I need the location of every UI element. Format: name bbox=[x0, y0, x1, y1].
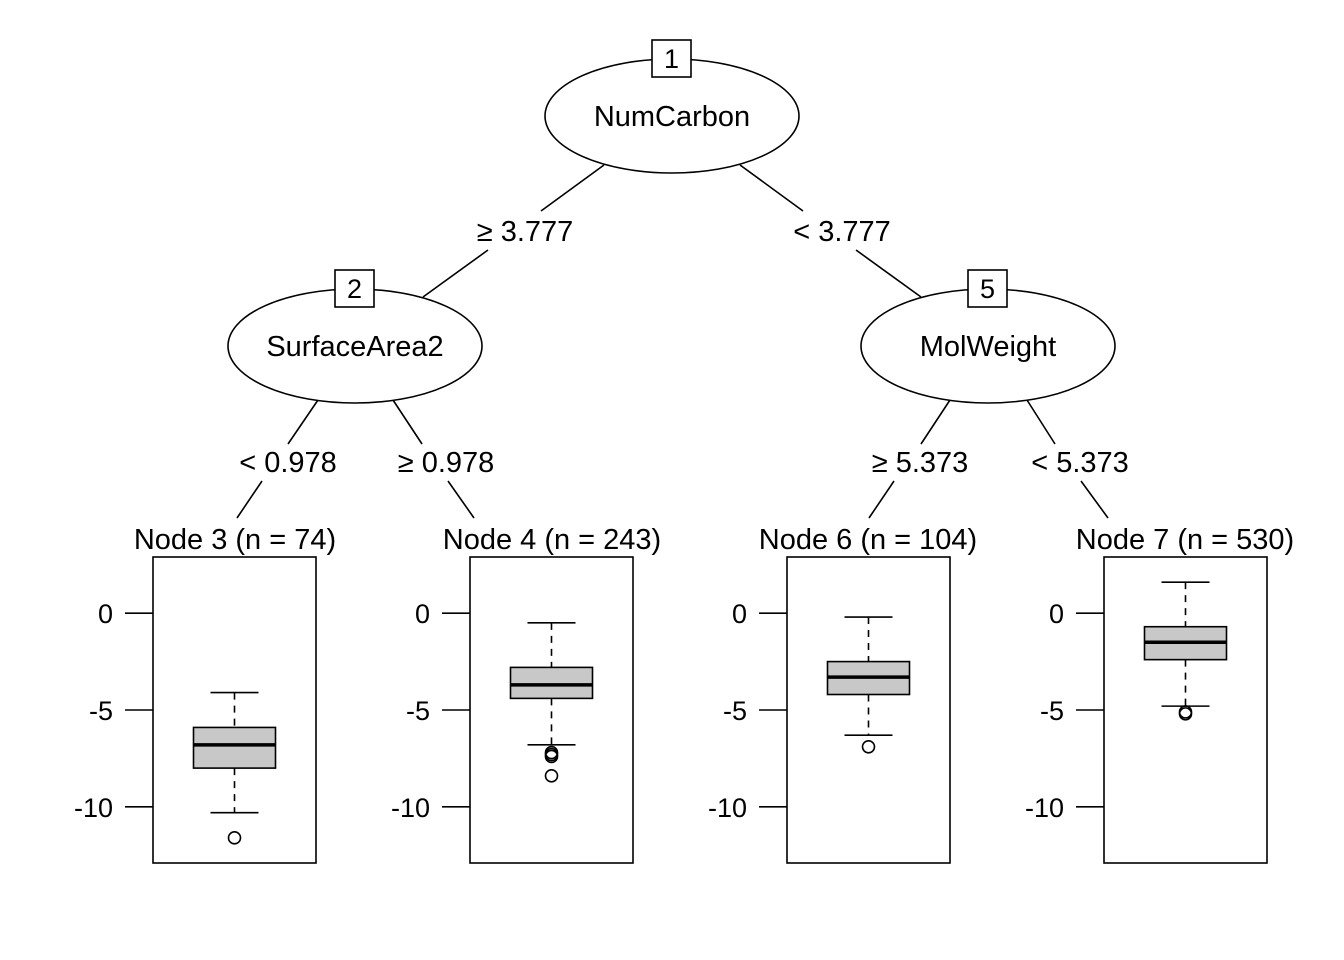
outlier-point bbox=[544, 749, 559, 764]
edge-label-5-6: ≥ 5.373 bbox=[872, 447, 969, 479]
y-tick-label: 0 bbox=[98, 599, 113, 629]
y-tick-label: -10 bbox=[391, 793, 430, 823]
outlier-point bbox=[861, 739, 876, 754]
inner-node-1: NumCarbon 1 bbox=[544, 39, 800, 174]
edge-label-1-2: ≥ 3.777 bbox=[477, 216, 574, 248]
edge-2-4: ≥ 0.978 bbox=[392, 399, 495, 519]
outlier-point bbox=[227, 831, 242, 845]
edge-label-2-4: ≥ 0.978 bbox=[398, 447, 495, 479]
y-tick-label: 0 bbox=[732, 599, 747, 629]
boxplot-node-7: 0 -5 -10 bbox=[1025, 556, 1268, 864]
edge-label-2-3: < 0.978 bbox=[239, 447, 337, 479]
edge-1-2: ≥ 3.777 bbox=[422, 164, 605, 298]
iqr-box bbox=[509, 666, 594, 700]
terminal-title-3: Node 3 (n = 74) bbox=[134, 524, 336, 556]
node-id-label: 1 bbox=[664, 44, 679, 74]
node-variable-label: NumCarbon bbox=[594, 101, 750, 133]
boxplot-node-4: 0 -5 -10 bbox=[391, 556, 634, 864]
y-tick-label: -5 bbox=[406, 696, 430, 726]
y-tick-label: 0 bbox=[1049, 599, 1064, 629]
y-tick-label: 0 bbox=[415, 599, 430, 629]
y-tick-label: -5 bbox=[723, 696, 747, 726]
boxplot-node-3: 0 -5 -10 bbox=[74, 556, 317, 864]
node-variable-label: SurfaceArea2 bbox=[266, 331, 443, 363]
panel-frame bbox=[469, 556, 634, 864]
inner-node-2: SurfaceArea2 2 bbox=[227, 269, 483, 404]
y-tick-label: -10 bbox=[1025, 793, 1064, 823]
terminal-title-6: Node 6 (n = 104) bbox=[759, 524, 977, 556]
edge-5-7: < 5.373 bbox=[1026, 399, 1129, 519]
y-tick-label: -10 bbox=[74, 793, 113, 823]
edge-label-1-5: < 3.777 bbox=[793, 216, 891, 248]
panel-frame bbox=[1103, 556, 1268, 864]
y-tick-label: -10 bbox=[708, 793, 747, 823]
boxplot-node-6: 0 -5 -10 bbox=[708, 556, 951, 864]
edge-5-6: ≥ 5.373 bbox=[868, 399, 969, 519]
edge-2-3: < 0.978 bbox=[236, 399, 337, 519]
terminal-title-4: Node 4 (n = 243) bbox=[443, 524, 661, 556]
inner-node-5: MolWeight 5 bbox=[860, 269, 1116, 404]
node-id-label: 2 bbox=[347, 274, 362, 304]
terminal-boxplot-panels: 0 -5 -10 0 -5 -10 0 -5 -10 0 -5 -10 bbox=[74, 556, 1268, 864]
iqr-box bbox=[192, 726, 277, 769]
node-variable-label: MolWeight bbox=[920, 331, 1056, 363]
outlier-point bbox=[1178, 707, 1193, 721]
y-tick-label: -5 bbox=[89, 696, 113, 726]
edge-label-5-7: < 5.373 bbox=[1031, 447, 1129, 479]
terminal-title-7: Node 7 (n = 530) bbox=[1076, 524, 1294, 556]
edge-1-5: < 3.777 bbox=[739, 164, 922, 298]
y-tick-label: -5 bbox=[1040, 696, 1064, 726]
node-id-label: 5 bbox=[980, 274, 995, 304]
outlier-point bbox=[544, 769, 559, 783]
